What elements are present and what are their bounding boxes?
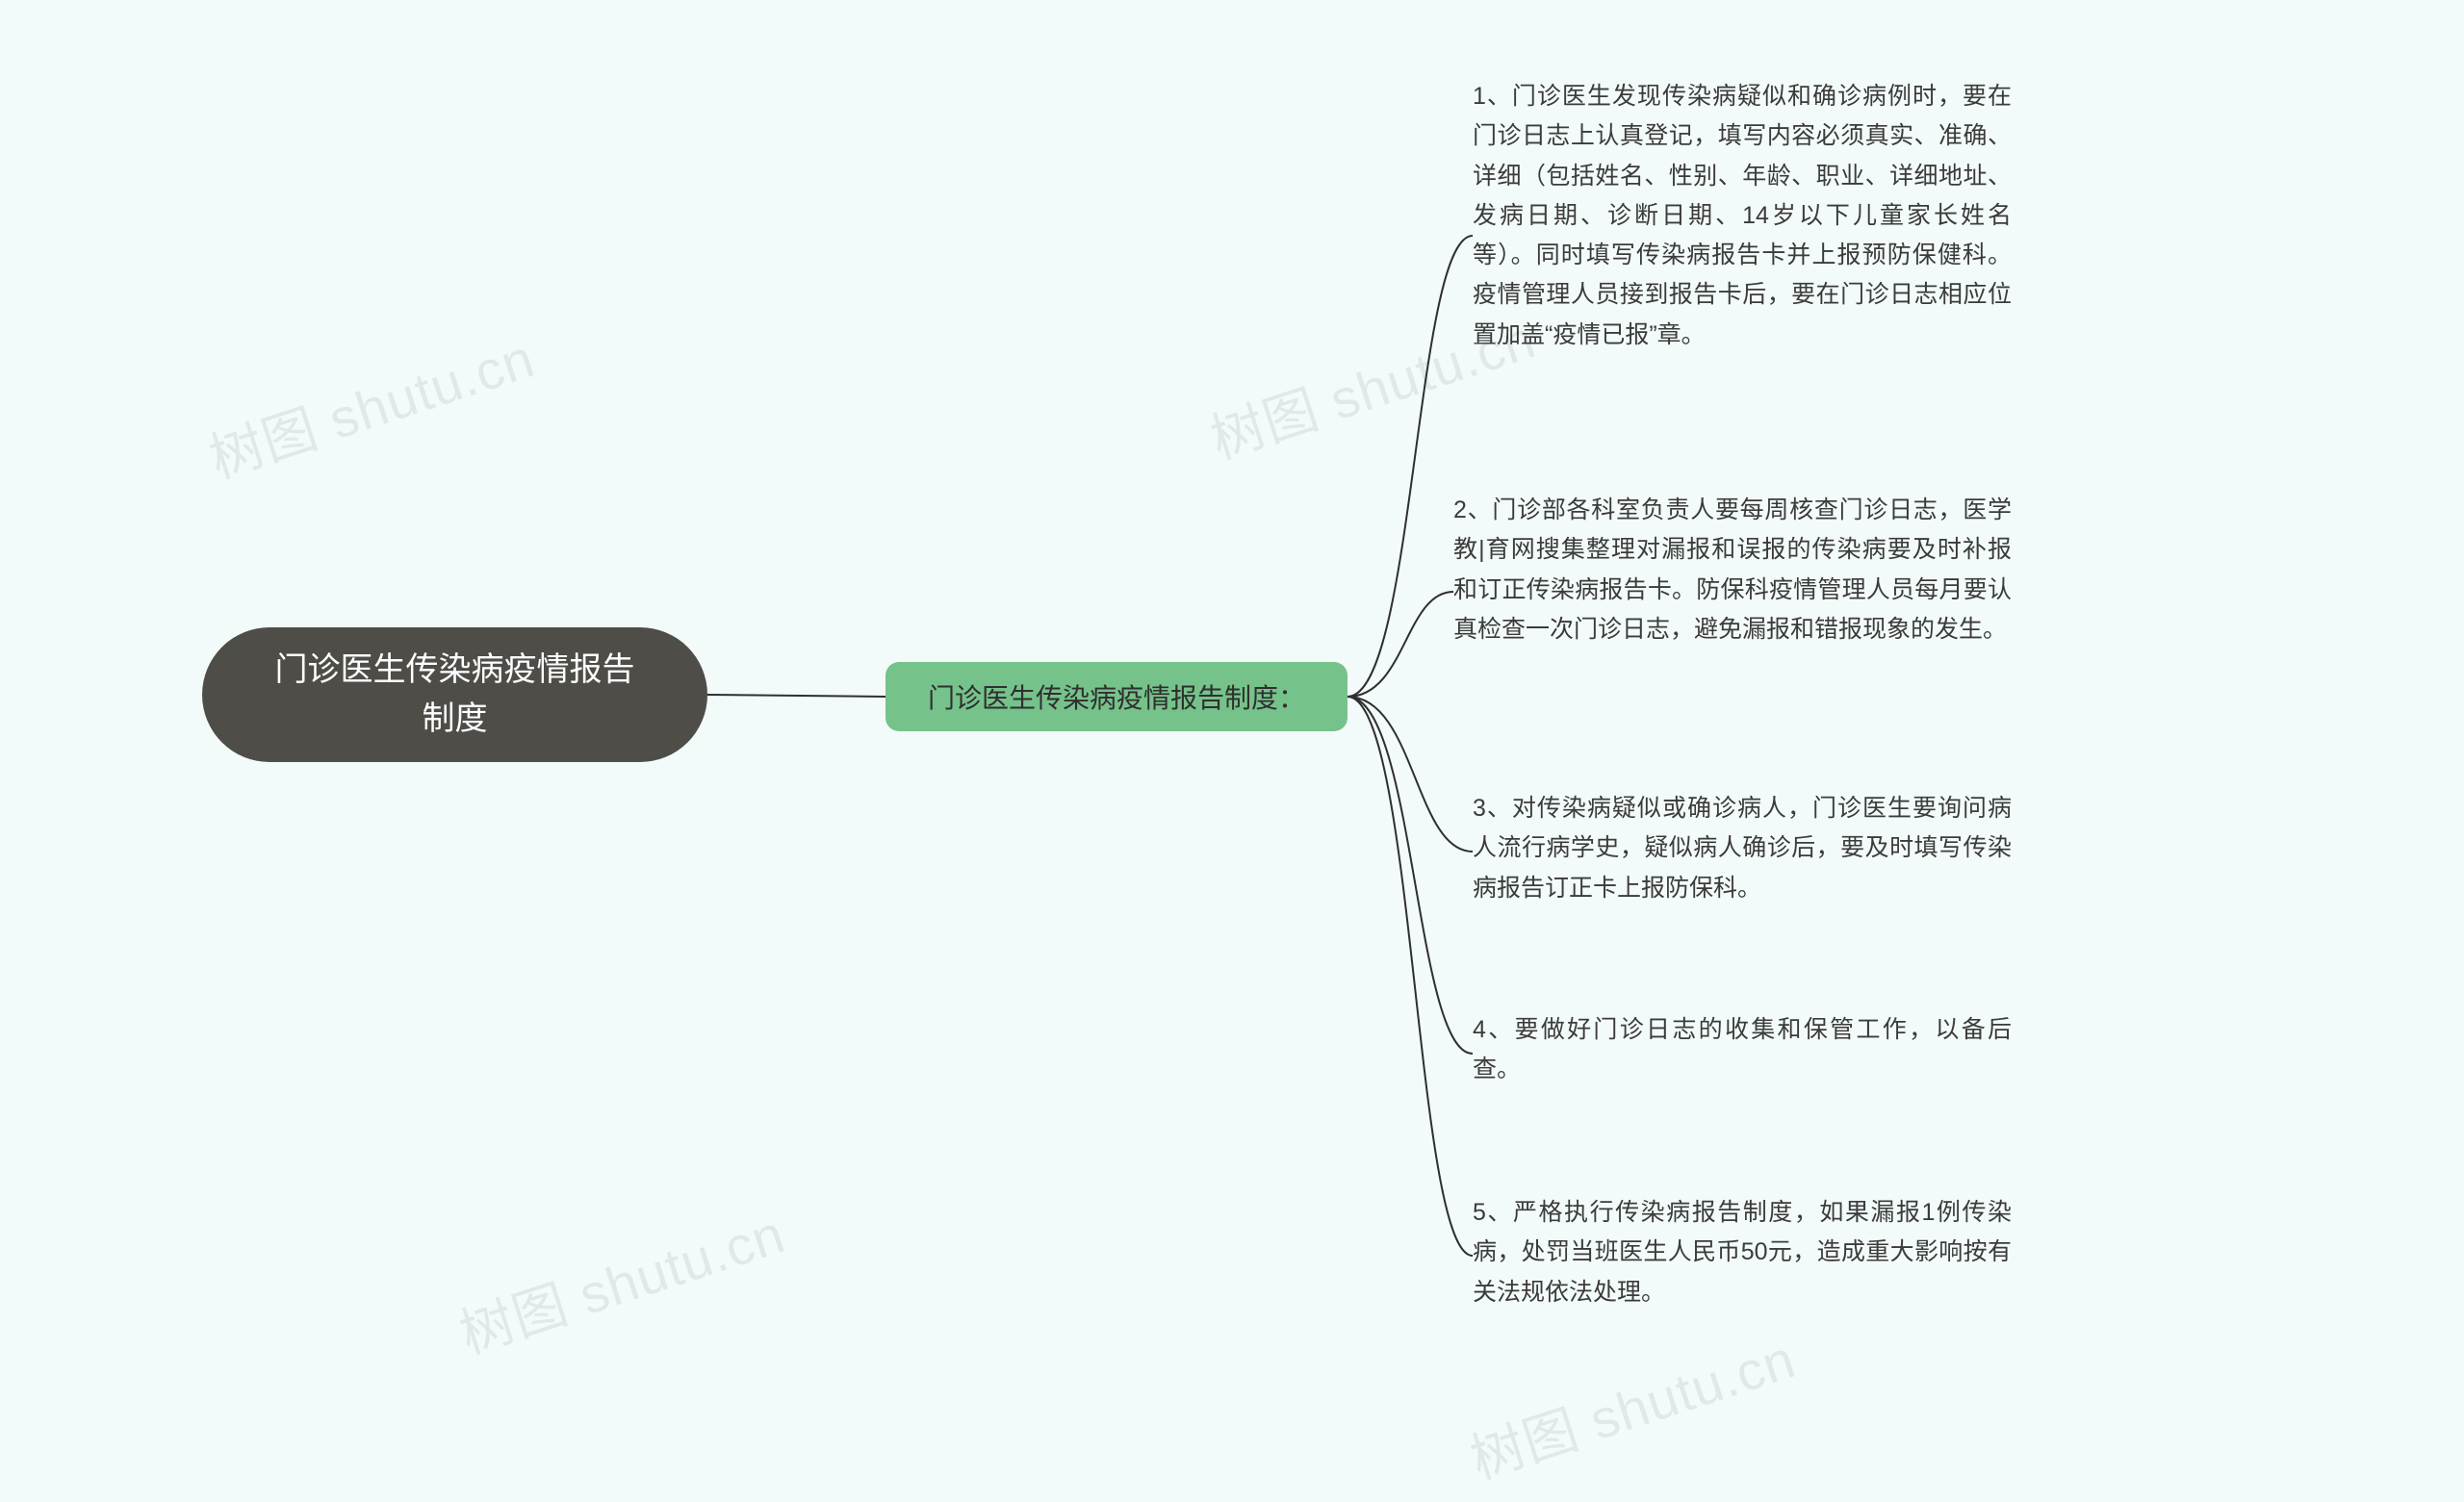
mindmap-canvas: 门诊医生传染病疫情报告制度 门诊医生传染病疫情报告制度： 1、门诊医生发现传染病… bbox=[0, 0, 2464, 1502]
watermark-text: 树图 shutu.cn bbox=[1459, 1316, 1804, 1494]
leaf-node-text: 1、门诊医生发现传染病疑似和确诊病例时，要在门诊日志上认真登记，填写内容必须真实… bbox=[1473, 83, 2012, 348]
root-node-text: 门诊医生传染病疫情报告制度 bbox=[275, 646, 635, 744]
level1-node-text: 门诊医生传染病疫情报告制度： bbox=[928, 677, 1305, 716]
leaf-node-text: 3、对传染病疑似或确诊病人，门诊医生要询问病人流行病学史，疑似病人确诊后，要及时… bbox=[1473, 795, 2012, 902]
leaf-node-text: 5、严格执行传染病报告制度，如果漏报1例传染病，处罚当班医生人民币50元，造成重… bbox=[1473, 1199, 2012, 1306]
watermark-text: 树图 shutu.cn bbox=[449, 1191, 793, 1369]
leaf-node-text: 2、门诊部各科室负责人要每周核查门诊日志，医学教|育网搜集整理对漏报和误报的传染… bbox=[1453, 496, 2012, 643]
leaf-node-text: 4、要做好门诊日志的收集和保管工作，以备后查。 bbox=[1473, 1016, 2012, 1082]
leaf-node[interactable]: 3、对传染病疑似或确诊病人，门诊医生要询问病人流行病学史，疑似病人确诊后，要及时… bbox=[1473, 789, 2012, 908]
watermark-text: 树图 shutu.cn bbox=[198, 316, 543, 494]
leaf-node[interactable]: 4、要做好门诊日志的收集和保管工作，以备后查。 bbox=[1473, 1010, 2012, 1090]
root-node[interactable]: 门诊医生传染病疫情报告制度 bbox=[202, 627, 707, 762]
leaf-node[interactable]: 2、门诊部各科室负责人要每周核查门诊日志，医学教|育网搜集整理对漏报和误报的传染… bbox=[1453, 491, 2012, 649]
leaf-node[interactable]: 1、门诊医生发现传染病疑似和确诊病例时，要在门诊日志上认真登记，填写内容必须真实… bbox=[1473, 77, 2012, 355]
level1-node[interactable]: 门诊医生传染病疫情报告制度： bbox=[886, 662, 1348, 731]
leaf-node[interactable]: 5、严格执行传染病报告制度，如果漏报1例传染病，处罚当班医生人民币50元，造成重… bbox=[1473, 1193, 2012, 1312]
